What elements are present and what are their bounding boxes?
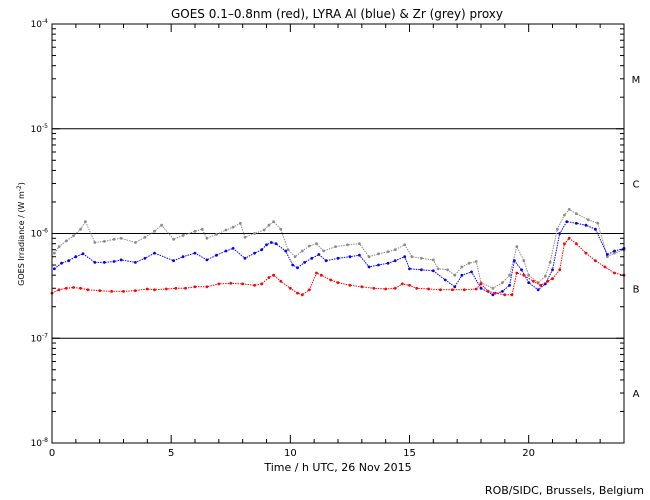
series-point: [103, 261, 106, 264]
series-0: [50, 236, 626, 297]
y-tick-label: 10-6: [31, 228, 49, 240]
y-tick-base: 10: [31, 334, 43, 344]
x-tick-label: 15: [403, 448, 416, 459]
series-point: [193, 285, 197, 289]
flare-class-labels: A B C M: [632, 75, 641, 400]
x-tick-label: 5: [168, 448, 174, 459]
series-point: [72, 286, 75, 289]
x-tick-label: 20: [522, 448, 535, 459]
y-tick-exponent: -5: [42, 123, 48, 130]
flare-class-label: A: [633, 389, 640, 400]
credit-text: ROB/SIDC, Brussels, Belgium: [485, 484, 644, 497]
series-point: [79, 286, 82, 290]
y-tick-base: 10: [31, 125, 43, 135]
y-tick-exponent: -8: [42, 437, 48, 444]
series-1: [53, 220, 626, 297]
series-2: [53, 208, 626, 290]
series-trace: [54, 221, 625, 296]
flare-class-label: B: [633, 284, 640, 295]
flare-class-label: C: [633, 180, 640, 191]
x-axis-label: Time / h UTC, 26 Nov 2015: [263, 461, 411, 474]
y-tick-base: 10: [31, 439, 43, 449]
series-point: [134, 289, 137, 292]
y-axis-label-sup: -2: [16, 185, 23, 191]
series-trace: [51, 237, 625, 296]
y-axis-label: GOES Irradiance / (W m-2): [16, 182, 26, 286]
series-point: [348, 283, 352, 287]
series-point: [503, 293, 507, 297]
plot-frame: [51, 23, 625, 444]
series-point: [145, 287, 149, 291]
y-axis-label-main: GOES Irradiance / (W m: [17, 191, 26, 286]
series-point: [510, 293, 514, 297]
series-point: [336, 256, 340, 260]
series-layer: [50, 208, 626, 297]
series-point: [439, 288, 442, 292]
y-tick-exponent: -7: [42, 332, 48, 339]
y-tick-base: 10: [31, 20, 43, 30]
y-tick-label: 10-5: [31, 123, 49, 135]
y-tick-label: 10-8: [31, 437, 49, 449]
series-point: [112, 237, 116, 241]
flare-class-label: M: [632, 75, 641, 86]
x-tick-label: 10: [284, 448, 297, 459]
series-point: [253, 283, 256, 287]
flare-class-lines: [52, 128, 624, 339]
series-point: [103, 240, 106, 243]
series-point: [451, 288, 454, 292]
y-tick-label: 10-4: [31, 18, 49, 30]
y-tick-exponent: -4: [42, 18, 48, 25]
y-tick-exponent: -6: [42, 228, 48, 235]
y-axis-label-end: ): [17, 182, 26, 185]
series-trace: [53, 208, 625, 289]
series-point: [346, 243, 349, 247]
y-tick-label: 10-7: [31, 332, 49, 344]
series-point: [86, 288, 90, 292]
chart-title: GOES 0.1–0.8nm (red), LYRA Al (blue) & Z…: [171, 7, 503, 21]
series-point: [184, 286, 187, 290]
x-tick-label: 0: [49, 448, 55, 459]
y-tick-base: 10: [31, 230, 43, 240]
